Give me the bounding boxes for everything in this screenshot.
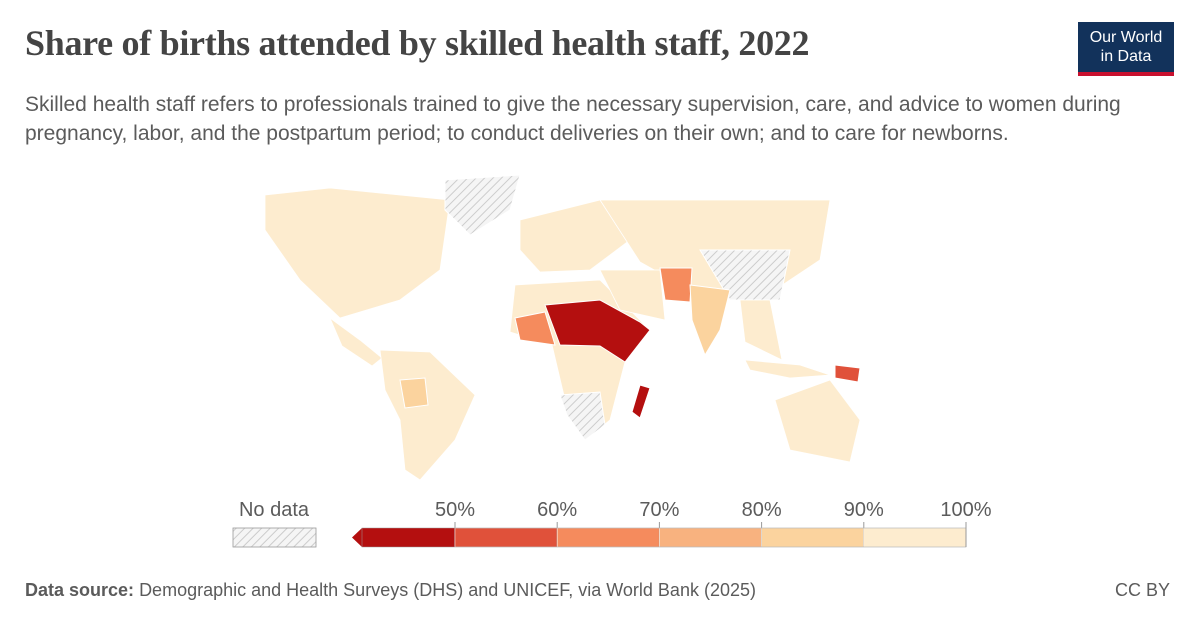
world-map [264,174,861,481]
no-data-swatch [232,527,317,548]
southeast-asia [739,299,783,361]
south-america [379,349,476,481]
indonesia [744,359,831,379]
license: CC BY [1114,580,1170,600]
source-label: Data source: [25,580,135,600]
pakistan-afghanistan [659,267,693,303]
india [689,284,731,357]
madagascar [631,384,651,419]
australia [774,379,861,463]
sahel [544,299,651,363]
middle-east [599,269,666,321]
china [699,249,791,301]
source: Data source: Demographic and Health Surv… [25,580,756,601]
source-text: Demographic and Health Surveys (DHS) and… [139,580,756,600]
bolivia [399,377,429,409]
no-data-label: No data [239,499,310,521]
legend: No data 50% 60% 70% 80% 90% 100% [232,499,992,548]
legend-tick-label: 90% [844,499,884,521]
legend-tick-label: 60% [537,499,577,521]
legend-bin [556,527,660,548]
central-america [329,316,383,367]
logo-line: in Data [1100,48,1152,65]
legend-bin [863,527,967,548]
legend-tick-label: 70% [639,499,679,521]
logo-line: Our World [1089,29,1163,46]
north-america [264,187,451,319]
legend-tick-label: 100% [940,499,991,521]
southern-africa [559,391,606,441]
logo: Our World in Data [1078,22,1174,76]
legend-tick-label: 80% [742,499,782,521]
greenland [444,174,521,236]
subtitle: Skilled health staff refers to professio… [25,93,1121,145]
title: Share of births attended by skilled heal… [25,23,810,63]
legend-bin [352,528,455,547]
papua-new-guinea [834,364,861,383]
west-africa [514,311,556,346]
legend-bin [659,527,762,548]
legend-bin [454,527,558,548]
legend-tick-label: 50% [435,499,475,521]
legend-outline [361,527,967,548]
legend-bin [761,527,865,548]
